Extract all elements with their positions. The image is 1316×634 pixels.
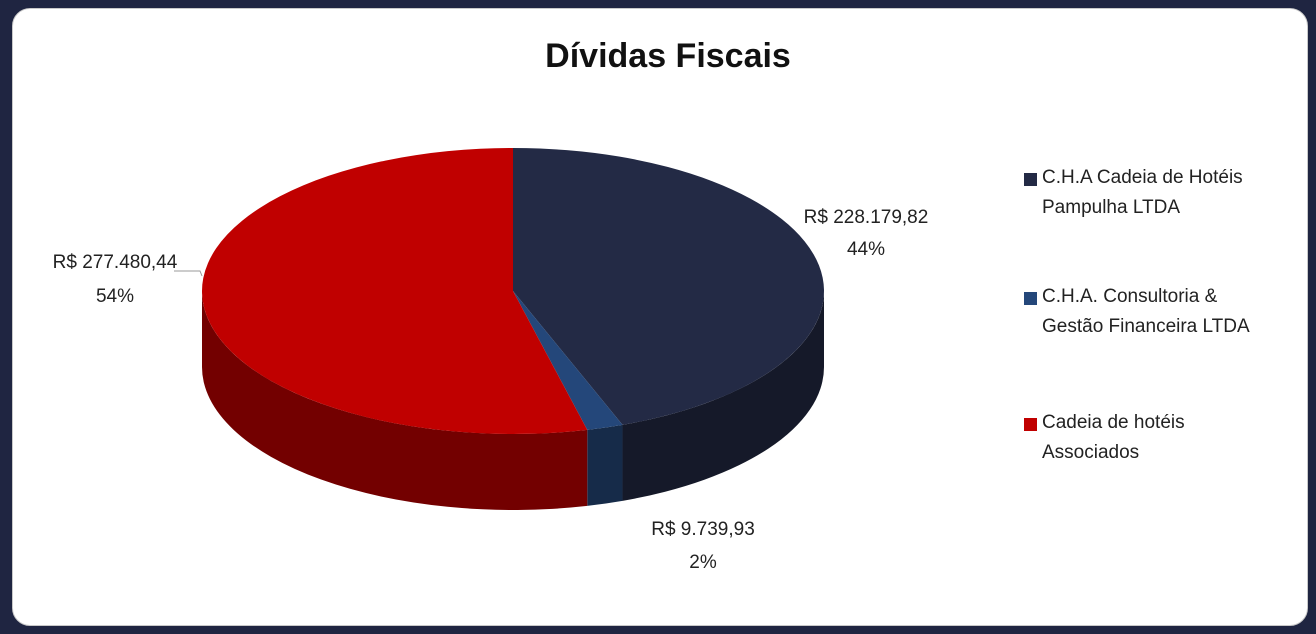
chart-title: Dívidas Fiscais — [545, 37, 791, 75]
data-label: R$ 9.739,93 — [651, 519, 755, 540]
legend-swatch — [1024, 292, 1037, 305]
slice — [201, 148, 588, 434]
data-label-percent: 2% — [689, 552, 717, 573]
legend-item: C.H.A. Consultoria & Gestão Financeira L… — [1022, 282, 1272, 342]
legend-label: C.H.A Cadeia de Hotéis Pampulha LTDA — [1042, 167, 1243, 218]
legend-label: Cadeia de hotéis Associados — [1042, 412, 1185, 463]
slice-side — [202, 291, 588, 510]
legend-swatch — [1024, 173, 1037, 186]
legend-swatch — [1024, 418, 1037, 431]
slice-side — [587, 424, 623, 506]
legend-item: C.H.A Cadeia de Hotéis Pampulha LTDA — [1022, 163, 1272, 223]
data-label: R$ 228.179,82 — [804, 207, 929, 228]
data-label-percent: 44% — [847, 239, 885, 260]
slice — [513, 148, 825, 425]
leader-line — [174, 270, 203, 277]
legend-item: Cadeia de hotéis Associados — [1022, 408, 1272, 468]
legend-label: C.H.A. Consultoria & Gestão Financeira L… — [1042, 286, 1250, 337]
slice — [513, 291, 623, 430]
data-label: R$ 277.480,44 — [53, 252, 178, 273]
data-label-percent: 54% — [96, 286, 134, 307]
slice-side — [622, 291, 824, 501]
